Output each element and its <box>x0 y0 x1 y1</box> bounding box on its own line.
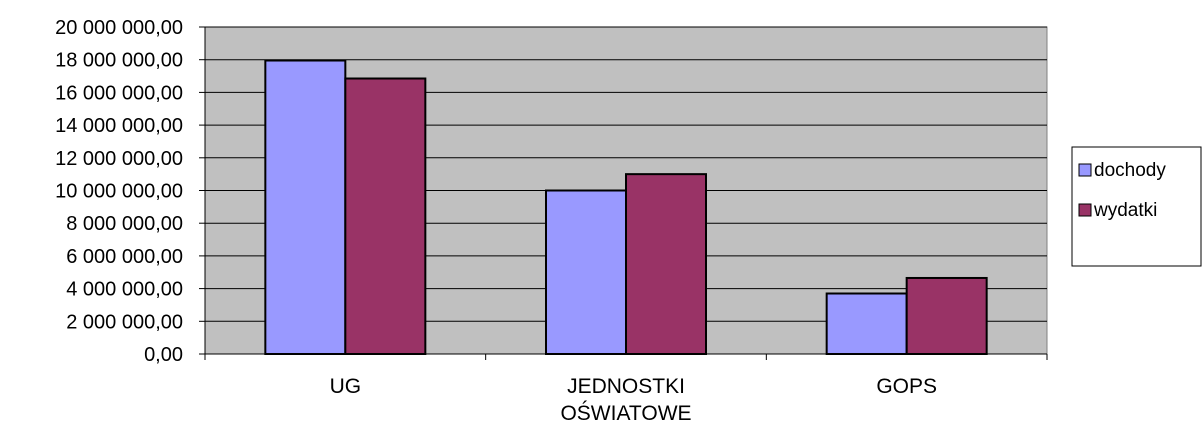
bar-dochody <box>825 292 908 356</box>
y-tick-label: 16 000 000,00 <box>55 82 183 104</box>
y-tick-label: 12 000 000,00 <box>55 148 183 170</box>
legend-label-wydatki: wydatki <box>1093 200 1157 221</box>
legend-box <box>1071 146 1202 267</box>
y-tick-label: 18 000 000,00 <box>55 50 183 72</box>
y-axis: 0,00 2 000 000,00 4 000 000,00 6 000 000,00… <box>55 17 206 366</box>
y-tick-label: 8 000 000,00 <box>66 213 183 235</box>
legend: dochody wydatki <box>1071 146 1202 267</box>
x-category-label: JEDNOSTKI OŚWIATOWE <box>560 375 691 425</box>
y-tick-label: 20 000 000,00 <box>55 17 183 39</box>
y-tick-label: 4 000 000,00 <box>66 279 183 301</box>
bar-wydatki <box>905 276 988 355</box>
x-category-label: GOPS <box>876 375 937 398</box>
y-tick-label: 2 000 000,00 <box>66 311 183 333</box>
y-tick-label: 0,00 <box>144 344 183 366</box>
y-tick-label: 10 000 000,00 <box>55 181 183 203</box>
bar-wydatki <box>625 173 707 355</box>
x-axis: UG JEDNOSTKI OŚWIATOWE GOPS <box>204 353 1048 425</box>
bar-dochody <box>545 189 627 355</box>
bar-dochody <box>264 59 347 356</box>
y-tick-label: 14 000 000,00 <box>55 115 183 137</box>
legend-label-dochody: dochody <box>1094 160 1166 181</box>
bar-wydatki <box>344 77 427 355</box>
legend-swatch-dochody <box>1078 163 1092 177</box>
legend-swatch-wydatki <box>1078 203 1092 217</box>
x-category-label: UG <box>330 375 362 398</box>
y-tick-label: 6 000 000,00 <box>66 246 183 268</box>
